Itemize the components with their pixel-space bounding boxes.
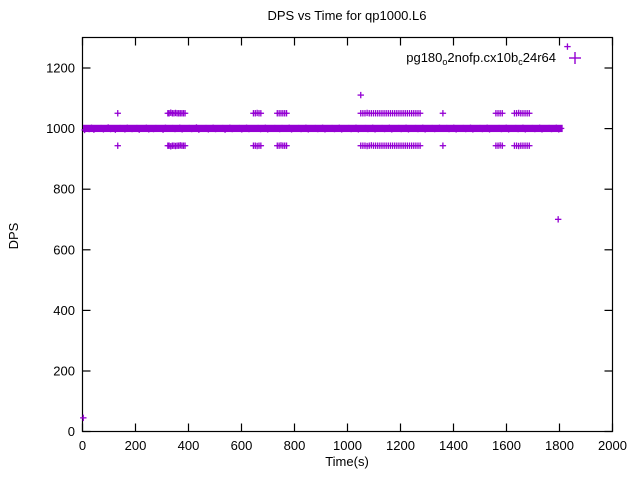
scatter-point: [554, 216, 562, 223]
x-tick-label: 0: [79, 438, 86, 453]
legend: pg180o2nofp.cx10bc24r64: [406, 50, 581, 67]
scatter-point: [283, 142, 290, 149]
y-tick-1200: 1200: [46, 61, 613, 76]
x-axis-label: Time(s): [325, 454, 369, 469]
y-tick-800: 800: [53, 182, 613, 197]
x-tick-0: 0: [79, 37, 86, 453]
y-tick-600: 600: [53, 242, 613, 257]
scatter-point: [416, 142, 424, 149]
legend-key-plus-icon: [569, 52, 581, 64]
y-tick-0: 0: [68, 424, 613, 439]
x-tick-1000: 1000: [333, 37, 362, 453]
x-tick-label: 2000: [598, 438, 627, 453]
y-tick-label: 800: [53, 182, 75, 197]
scatter-point: [181, 110, 189, 117]
y-tick-label: 600: [53, 242, 75, 257]
x-tick-400: 400: [178, 37, 200, 453]
x-tick-2000: 2000: [598, 37, 627, 453]
y-tick-label: 0: [68, 424, 75, 439]
x-tick-1800: 1800: [545, 37, 574, 453]
y-axis-ticks: 0 200 400 600 800: [46, 61, 613, 439]
scatter-point: [557, 125, 565, 132]
y-axis-label: DPS: [6, 222, 21, 249]
x-tick-label: 400: [178, 438, 200, 453]
y-tick-label: 400: [53, 303, 75, 318]
x-tick-1200: 1200: [386, 37, 415, 453]
x-tick-label: 1800: [545, 438, 574, 453]
x-tick-label: 200: [125, 438, 147, 453]
scatter-point: [499, 142, 506, 149]
x-tick-800: 800: [284, 37, 306, 453]
x-tick-label: 800: [284, 438, 306, 453]
y-tick-label: 1200: [46, 61, 75, 76]
scatter-point: [564, 43, 571, 50]
scatter-point: [114, 110, 121, 117]
scatter-point: [257, 110, 265, 117]
x-tick-label: 600: [231, 438, 253, 453]
x-tick-1600: 1600: [492, 37, 521, 453]
scatter-point: [181, 142, 189, 149]
scatter-point: [439, 142, 447, 149]
scatter-point: [416, 110, 424, 117]
scatter-point: [499, 110, 506, 117]
scatter-point: [114, 142, 121, 149]
x-tick-label: 1400: [439, 438, 468, 453]
chart-title: DPS vs Time for qp1000.L6: [268, 8, 427, 23]
scatter-point: [80, 414, 87, 422]
scatter-points-layer: [80, 43, 571, 422]
x-tick-label: 1000: [333, 438, 362, 453]
scatter-point: [357, 91, 364, 99]
scatter-point: [283, 110, 290, 117]
x-axis-ticks: 0 200 400 600 800: [79, 37, 627, 453]
x-tick-label: 1200: [386, 438, 415, 453]
y-tick-400: 400: [53, 303, 613, 318]
plot-frame: [81, 36, 614, 433]
scatter-point: [526, 142, 533, 149]
x-tick-200: 200: [125, 37, 147, 453]
x-tick-label: 1600: [492, 438, 521, 453]
legend-series-label: pg180o2nofp.cx10bc24r64: [406, 50, 556, 67]
x-tick-600: 600: [231, 37, 253, 453]
scatter-point: [257, 142, 265, 149]
scatter-point: [439, 110, 447, 117]
y-tick-200: 200: [53, 364, 613, 379]
scatter-point: [526, 110, 533, 117]
x-tick-1400: 1400: [439, 37, 468, 453]
y-tick-label: 200: [53, 364, 75, 379]
y-tick-label: 1000: [46, 121, 75, 136]
